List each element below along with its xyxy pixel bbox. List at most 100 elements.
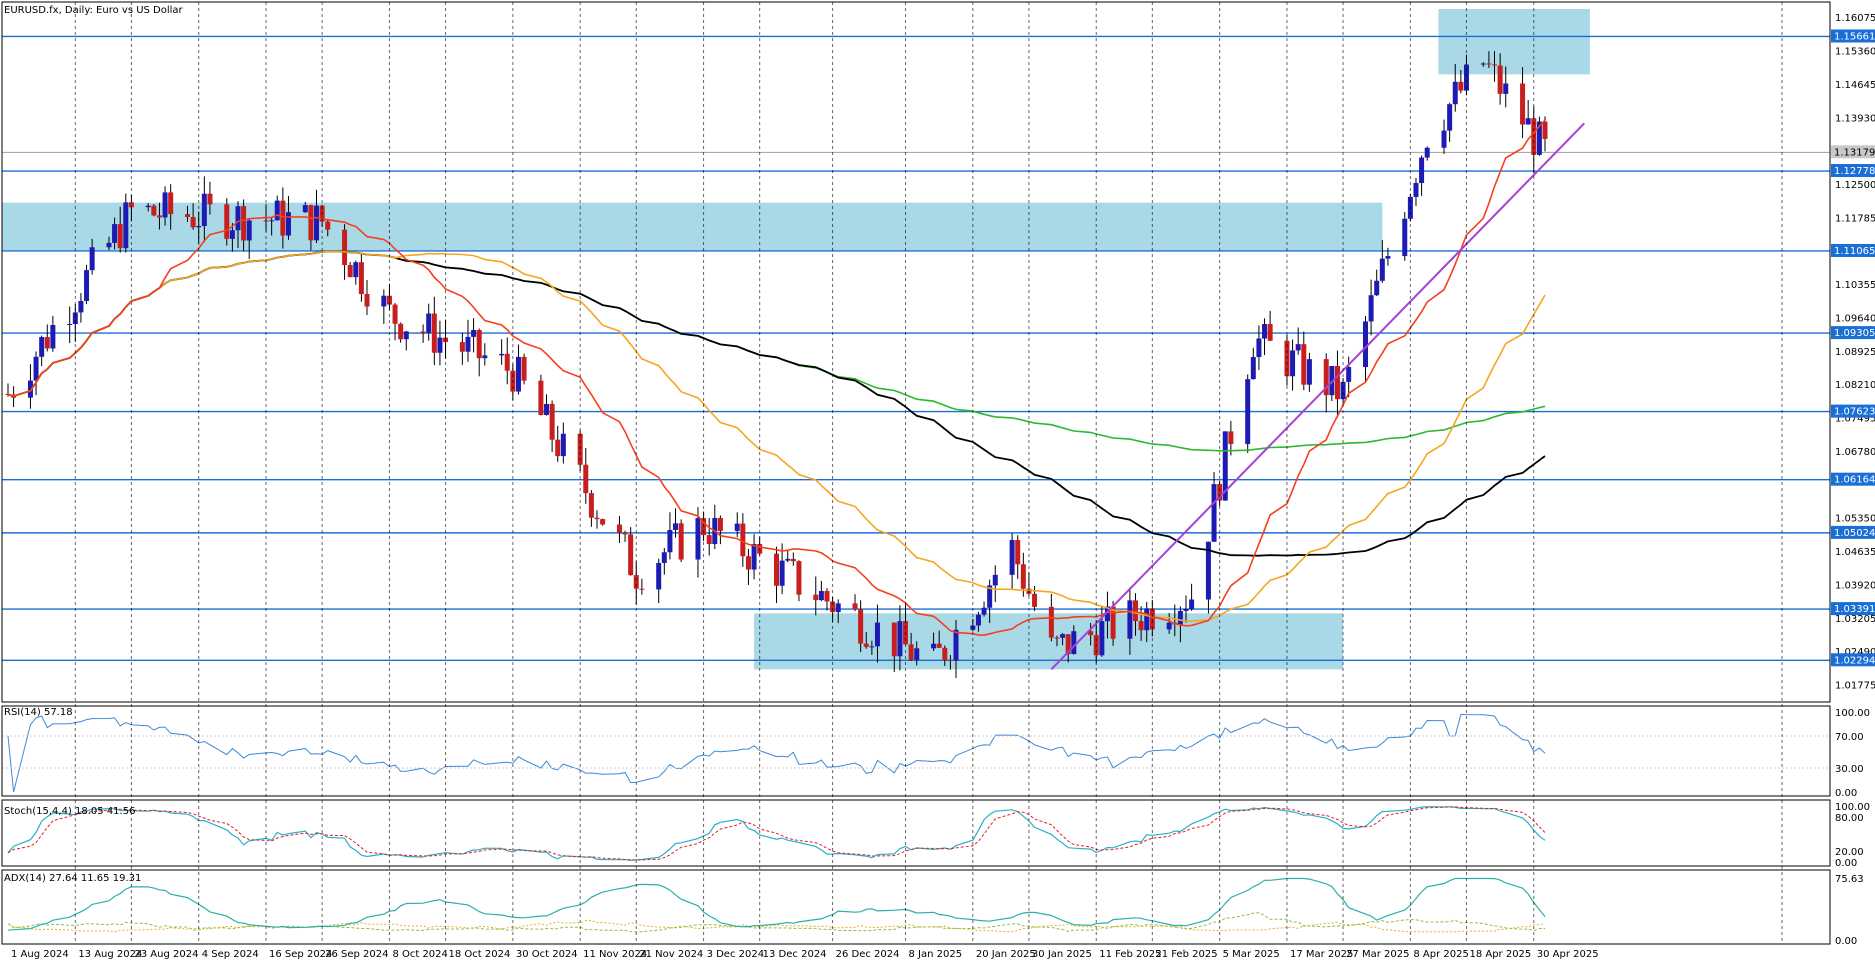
candle-body — [431, 313, 437, 353]
level-price-tag-label: 1.06164 — [1834, 475, 1875, 486]
candle-body — [1497, 65, 1503, 94]
candle-body — [117, 224, 123, 249]
candle-body — [874, 622, 880, 647]
time-axis-label: 23 Aug 2024 — [134, 949, 198, 960]
adx-panel[interactable] — [7, 877, 1546, 933]
stochastic-panel[interactable] — [7, 806, 1546, 862]
candle-body — [987, 585, 993, 608]
time-axis-label: 13 Dec 2024 — [763, 949, 827, 960]
time-axis-label: 27 Mar 2025 — [1346, 949, 1409, 960]
candle-body — [246, 220, 252, 241]
candle-body — [594, 517, 600, 520]
candle-body — [706, 535, 712, 544]
candle-body — [774, 553, 779, 586]
price-tick-label: 1.08925 — [1835, 347, 1875, 358]
candle-body — [27, 380, 33, 398]
candle-body — [1379, 258, 1385, 281]
candle-body — [67, 323, 73, 325]
candle-body — [745, 556, 751, 570]
ma-100-line — [7, 250, 1546, 557]
candle-body — [830, 601, 836, 613]
candle-body — [1536, 121, 1542, 155]
candle-body — [633, 575, 639, 589]
level-price-tag — [1831, 164, 1875, 178]
time-axis-label: 18 Oct 2024 — [449, 949, 511, 960]
candle-body — [398, 323, 404, 340]
candle-body — [600, 519, 606, 525]
candle-body — [459, 342, 465, 352]
candle-body — [1262, 324, 1268, 339]
level-price-tag-label: 1.09305 — [1834, 328, 1875, 339]
candle-body — [1368, 295, 1374, 322]
candle-body — [1138, 621, 1144, 631]
time-axis-label: 17 Mar 2025 — [1290, 949, 1353, 960]
price-panel[interactable] — [2, 9, 1830, 678]
adx-label: ADX(14) 27.64 11.65 19.31 — [4, 873, 141, 884]
candle-body — [588, 493, 594, 518]
candle-body — [914, 648, 920, 660]
candle-body — [1424, 147, 1430, 158]
price-tick-label: 1.06780 — [1835, 447, 1875, 458]
price-tick-label: 1.03920 — [1835, 580, 1875, 591]
candle-body — [190, 217, 196, 228]
candle-body — [476, 329, 482, 359]
candle-body — [1385, 256, 1391, 259]
candle-body — [947, 659, 953, 661]
rsi-panel[interactable] — [2, 713, 1830, 793]
candle-body — [1447, 104, 1453, 131]
candle-body — [364, 294, 370, 307]
candle-body — [285, 212, 291, 236]
candle-body — [504, 353, 510, 371]
time-axis-label: 30 Jan 2025 — [1032, 949, 1092, 960]
candle-body — [1520, 83, 1526, 125]
candle-body — [1104, 606, 1110, 622]
candle-body — [1542, 121, 1548, 139]
candle-body — [1110, 606, 1116, 639]
candle-body — [145, 205, 151, 208]
current-price-tag-label: 1.13179 — [1834, 147, 1875, 158]
candle-body — [1362, 321, 1368, 368]
candle-body — [499, 353, 505, 356]
candle-body — [835, 603, 841, 613]
time-axis-label: 30 Oct 2024 — [516, 949, 578, 960]
price-tick-label: 1.02490 — [1835, 647, 1875, 658]
candle-body — [1015, 539, 1021, 565]
candle-body — [1525, 118, 1531, 125]
candle-body — [128, 202, 134, 208]
candle-body — [1441, 130, 1447, 148]
candle-body — [353, 262, 359, 278]
level-price-tag-label: 1.03391 — [1834, 604, 1875, 615]
candle-body — [1060, 634, 1066, 638]
candle-body — [717, 517, 723, 531]
candle-body — [1301, 344, 1307, 385]
time-axis-label: 21 Feb 2025 — [1155, 949, 1217, 960]
level-price-tag — [1831, 525, 1875, 539]
candle-body — [269, 220, 275, 222]
candle-body — [263, 220, 269, 222]
candle-body — [667, 529, 673, 553]
adx-main-line — [7, 877, 1546, 931]
candle-body — [185, 214, 191, 218]
level-price-tag — [1831, 404, 1875, 418]
price-tick-label: 1.16075 — [1835, 13, 1875, 24]
candle-body — [549, 403, 555, 440]
candle-body — [734, 523, 740, 531]
candle-body — [1099, 621, 1105, 656]
stoch-label: Stoch(15,4,4) 18.05 41.56 — [4, 806, 135, 817]
candle-body — [891, 622, 897, 657]
candle-body — [1452, 81, 1458, 105]
rsi-tick-label: 100.00 — [1835, 708, 1870, 719]
level-price-tag — [1831, 326, 1875, 340]
candle-body — [560, 433, 566, 457]
chart-title: EURUSD.fx, Daily: Euro vs US Dollar — [4, 5, 184, 16]
candle-body — [280, 200, 286, 236]
rsi-label: RSI(14) 57.18 — [4, 707, 73, 718]
price-tick-label: 1.15360 — [1835, 47, 1875, 58]
indicator-frame-1 — [1, 799, 1831, 867]
candle-body — [1267, 324, 1273, 341]
ma-200-line — [7, 250, 1546, 452]
time-axis-label: 18 Apr 2025 — [1469, 949, 1531, 960]
level-price-tag-label: 1.11065 — [1834, 246, 1875, 257]
candle-body — [936, 643, 942, 648]
